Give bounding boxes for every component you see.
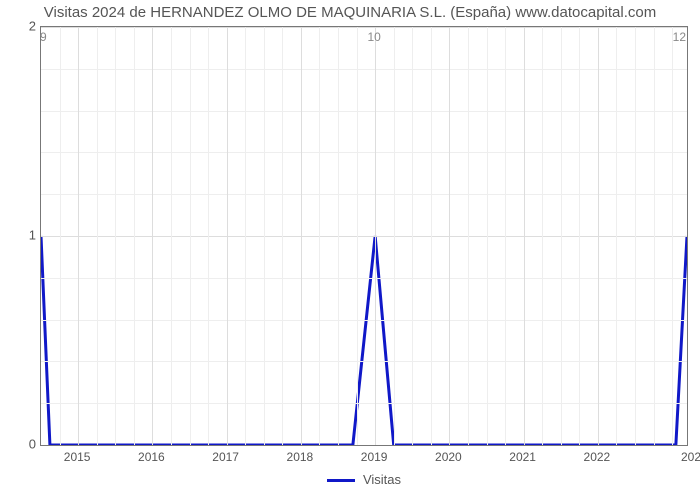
grid-v-minor bbox=[134, 27, 135, 445]
chart-title: Visitas 2024 de HERNANDEZ OLMO DE MAQUIN… bbox=[0, 4, 700, 21]
grid-v-minor bbox=[60, 27, 61, 445]
grid-v-minor bbox=[505, 27, 506, 445]
grid-v-minor bbox=[319, 27, 320, 445]
grid-v-minor bbox=[635, 27, 636, 445]
grid-v-minor bbox=[487, 27, 488, 445]
grid-h-minor bbox=[41, 69, 687, 70]
grid-v-minor bbox=[654, 27, 655, 445]
grid-h-minor bbox=[41, 152, 687, 153]
grid-v-minor bbox=[616, 27, 617, 445]
grid-h-minor bbox=[41, 320, 687, 321]
grid-h-minor bbox=[41, 111, 687, 112]
y-tick-label: 2 bbox=[6, 19, 36, 34]
grid-v-minor bbox=[208, 27, 209, 445]
grid-v-minor bbox=[171, 27, 172, 445]
grid-v-minor bbox=[338, 27, 339, 445]
grid-h-minor bbox=[41, 361, 687, 362]
grid-v-minor bbox=[672, 27, 673, 445]
data-point-label: 10 bbox=[367, 30, 380, 44]
grid-v-minor bbox=[245, 27, 246, 445]
grid-h bbox=[41, 236, 687, 237]
legend-swatch bbox=[327, 479, 355, 482]
grid-v-minor bbox=[542, 27, 543, 445]
grid-v bbox=[78, 27, 79, 445]
grid-v-minor bbox=[282, 27, 283, 445]
grid-v-minor bbox=[264, 27, 265, 445]
x-tick-label: 2019 bbox=[361, 450, 388, 464]
legend-label: Visitas bbox=[363, 472, 401, 487]
grid-v bbox=[449, 27, 450, 445]
x-tick-label: 2015 bbox=[64, 450, 91, 464]
grid-h-minor bbox=[41, 194, 687, 195]
x-tick-label: 202 bbox=[681, 450, 700, 464]
grid-v-minor bbox=[115, 27, 116, 445]
grid-v bbox=[598, 27, 599, 445]
grid-h bbox=[41, 27, 687, 28]
grid-v-minor bbox=[394, 27, 395, 445]
grid-h-minor bbox=[41, 278, 687, 279]
grid-v bbox=[524, 27, 525, 445]
grid-v-minor bbox=[357, 27, 358, 445]
grid-v bbox=[375, 27, 376, 445]
y-tick-label: 0 bbox=[6, 437, 36, 452]
data-point-label: 12 bbox=[673, 30, 686, 44]
grid-h bbox=[41, 445, 687, 446]
plot-area bbox=[40, 26, 688, 446]
x-tick-label: 2021 bbox=[509, 450, 536, 464]
grid-v-minor bbox=[579, 27, 580, 445]
grid-v-minor bbox=[468, 27, 469, 445]
grid-v-minor bbox=[561, 27, 562, 445]
grid-v bbox=[227, 27, 228, 445]
y-tick-label: 1 bbox=[6, 228, 36, 243]
legend: Visitas bbox=[40, 472, 688, 487]
grid-v-minor bbox=[412, 27, 413, 445]
grid-v-minor bbox=[190, 27, 191, 445]
grid-v-minor bbox=[431, 27, 432, 445]
grid-v-minor bbox=[97, 27, 98, 445]
x-tick-label: 2022 bbox=[584, 450, 611, 464]
chart-container: Visitas 2024 de HERNANDEZ OLMO DE MAQUIN… bbox=[0, 0, 700, 500]
x-tick-label: 2016 bbox=[138, 450, 165, 464]
series-line bbox=[41, 236, 687, 445]
grid-h-minor bbox=[41, 403, 687, 404]
x-tick-label: 2018 bbox=[287, 450, 314, 464]
x-tick-label: 2017 bbox=[212, 450, 239, 464]
x-tick-label: 2020 bbox=[435, 450, 462, 464]
grid-v bbox=[152, 27, 153, 445]
grid-v bbox=[301, 27, 302, 445]
data-point-label: 9 bbox=[40, 30, 47, 44]
